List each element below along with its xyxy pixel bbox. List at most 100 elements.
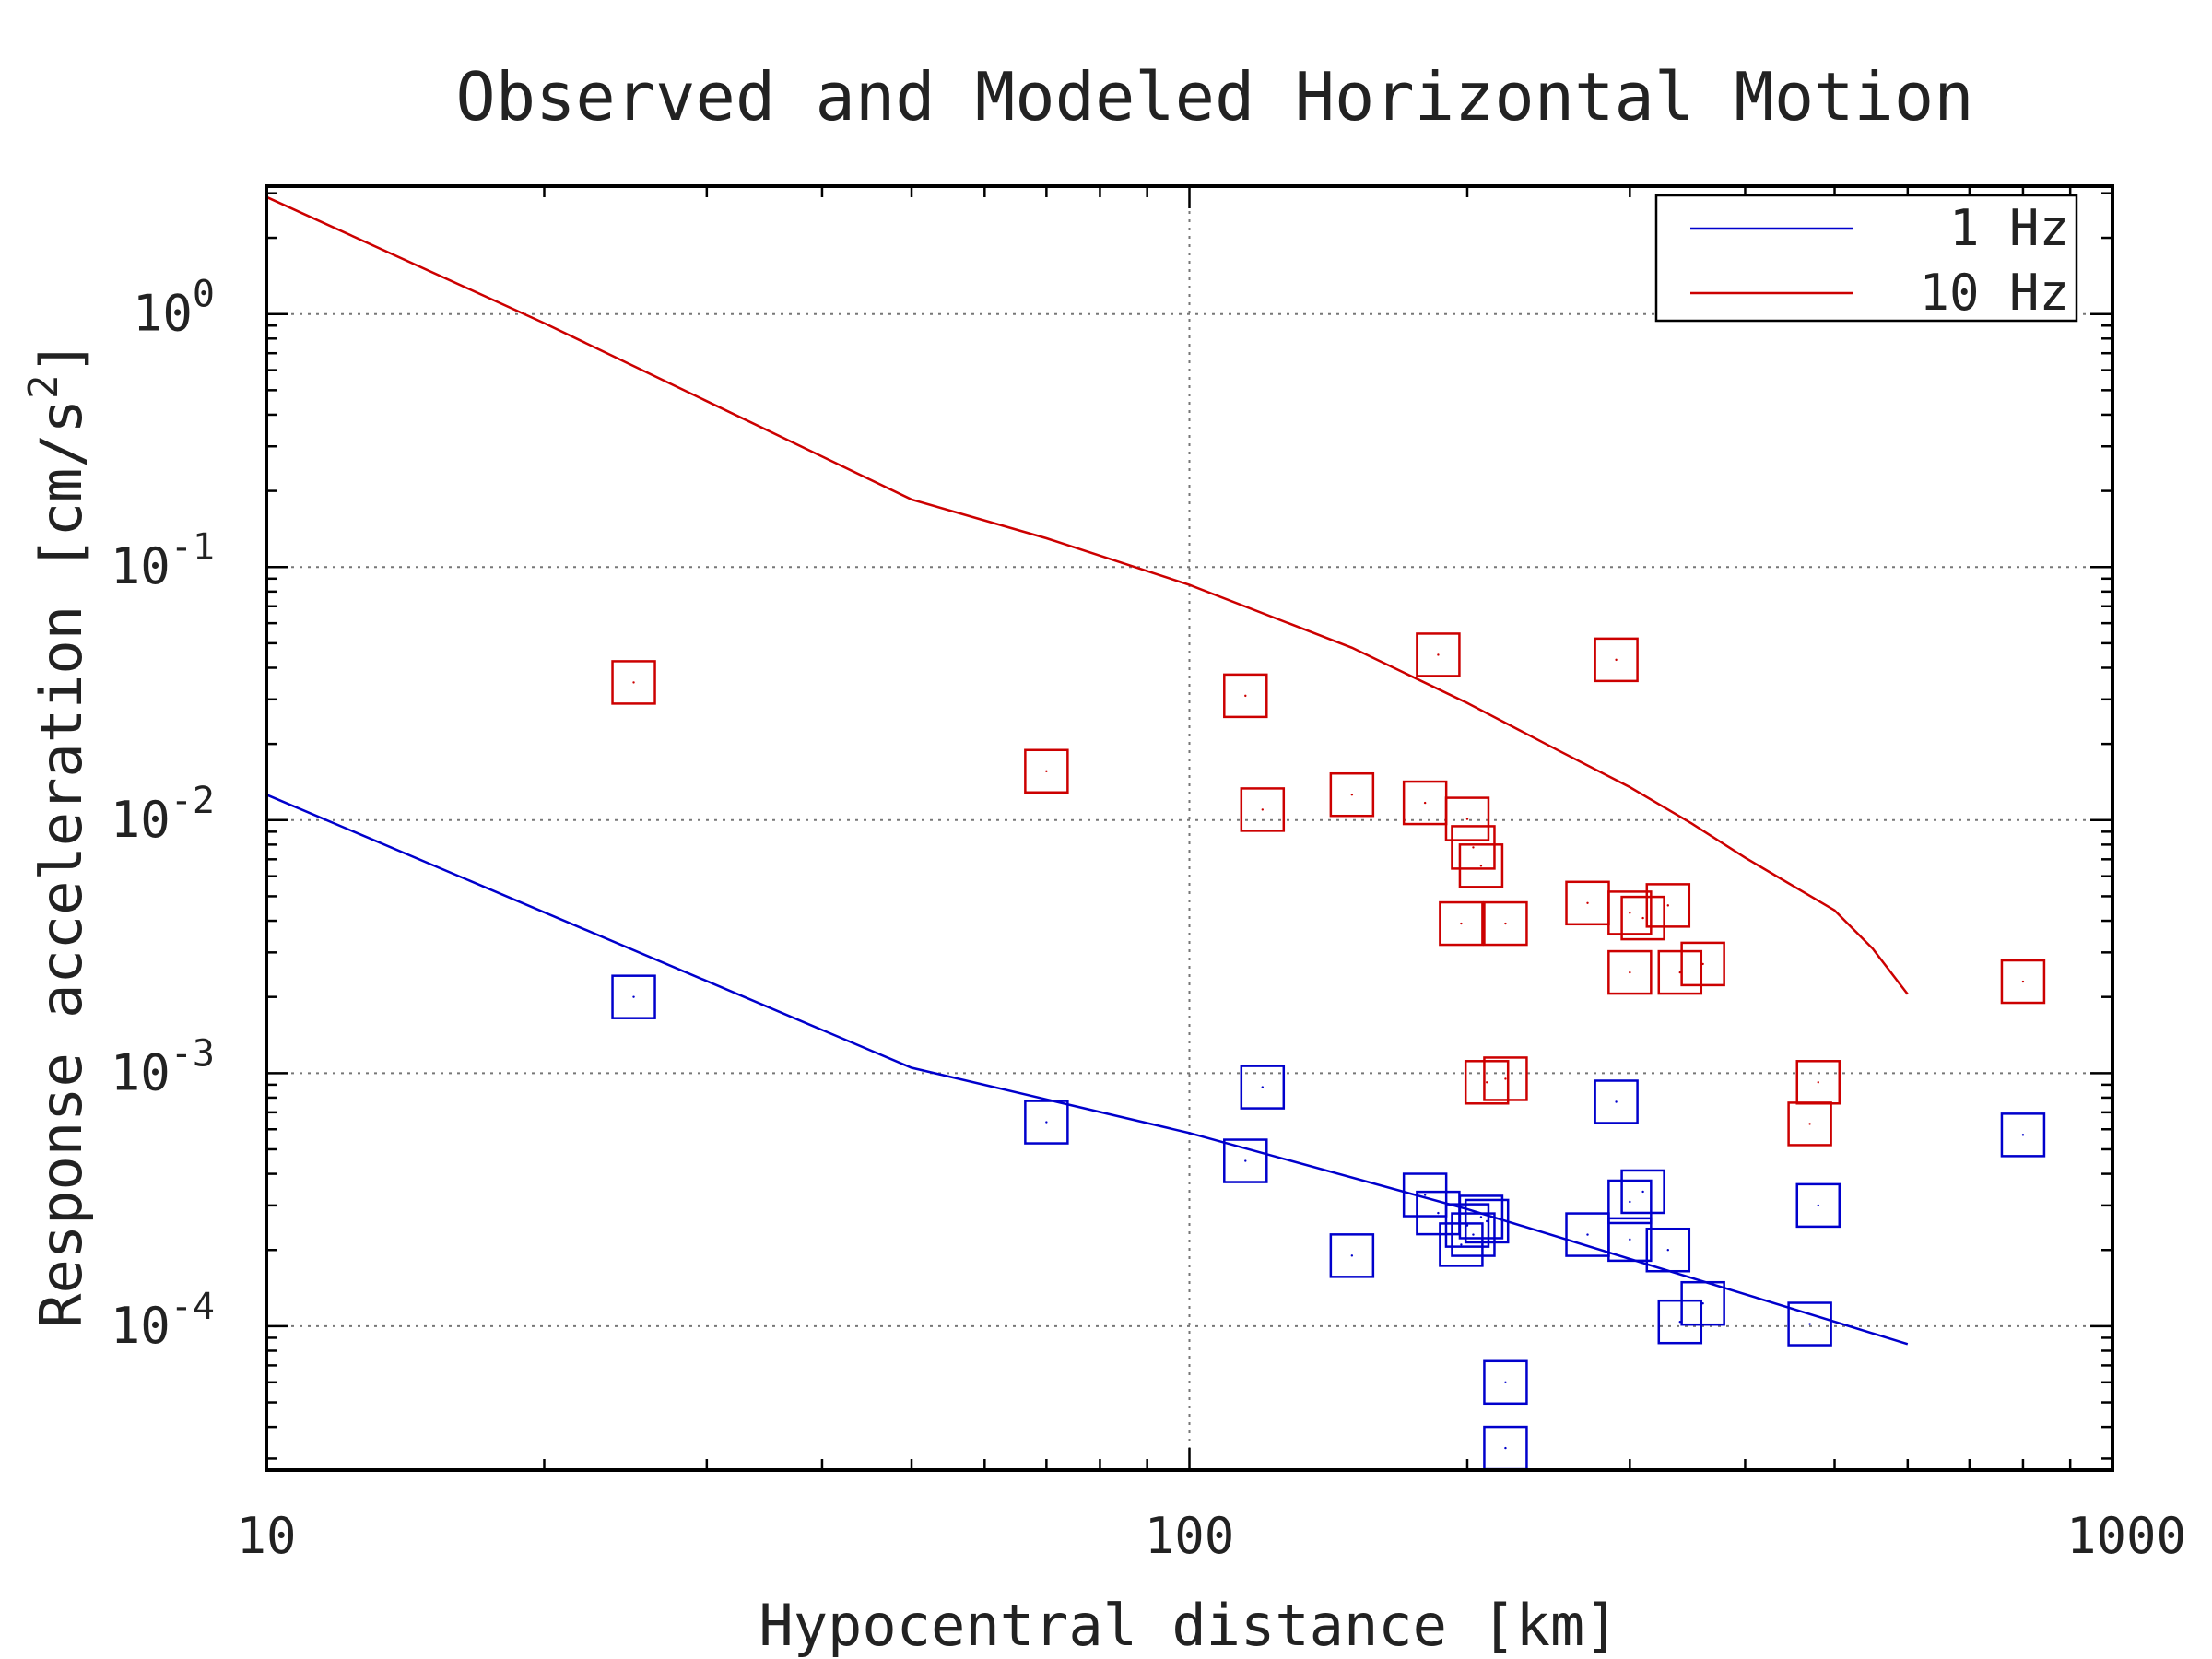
data-point-dot <box>1261 1086 1265 1088</box>
data-point <box>1645 883 1691 928</box>
data-point-square <box>1439 1222 1484 1267</box>
data-point-dot <box>1261 808 1265 811</box>
data-point-square <box>1607 1217 1653 1263</box>
data-point-dot <box>1629 1238 1631 1241</box>
data-point-square <box>1416 632 1461 677</box>
data-point <box>1787 1301 1832 1347</box>
data-point-dot <box>1045 770 1048 772</box>
data-point-square <box>1223 1138 1268 1183</box>
data-point-dot <box>1808 1323 1811 1325</box>
y-tick-label: 10-4 <box>111 1286 215 1355</box>
y-tick-exponent: -3 <box>171 1032 215 1075</box>
data-point-square <box>1483 900 1528 947</box>
data-point <box>2000 1112 2046 1158</box>
data-point-square <box>1464 1060 1510 1105</box>
data-point <box>1024 748 1069 794</box>
data-point <box>1416 632 1461 677</box>
data-point-square <box>1439 900 1484 947</box>
data-point <box>611 660 656 705</box>
data-point-square <box>1680 1280 1725 1326</box>
data-point-square <box>1451 825 1496 870</box>
data-point-dot <box>1629 1200 1631 1204</box>
data-point-square <box>1795 1060 1841 1105</box>
data-point <box>1483 900 1528 947</box>
data-point-square <box>1607 1179 1653 1225</box>
y-tick-base: 10 <box>111 1297 171 1355</box>
data-point <box>1451 825 1496 870</box>
data-point-dot <box>1504 1077 1507 1080</box>
data-point-square <box>1024 1100 1069 1145</box>
data-point-square <box>1223 673 1268 719</box>
data-point <box>1680 1280 1725 1326</box>
data-point-dot <box>1615 1100 1618 1103</box>
data-point-dot <box>1244 694 1247 698</box>
data-markers <box>611 632 2046 1471</box>
legend-label: 1 Hz <box>1949 199 2069 257</box>
data-point <box>1607 890 1653 935</box>
data-point <box>1444 796 1490 841</box>
data-point-dot <box>1629 971 1631 974</box>
data-point <box>1458 843 1504 888</box>
y-tick-label: 10-3 <box>111 1032 215 1101</box>
data-point <box>1795 1182 1841 1229</box>
legend: 1 Hz 10 Hz <box>1654 194 2078 323</box>
data-point-dot <box>1504 922 1507 925</box>
data-point-dot <box>1701 962 1704 966</box>
data-point <box>1439 1222 1484 1267</box>
data-point <box>1329 1233 1375 1278</box>
data-point-dot <box>1486 1219 1488 1223</box>
data-point-square <box>1645 1227 1691 1273</box>
x-tick-label: 1000 <box>2066 1507 2186 1565</box>
legend-box <box>1654 194 2078 323</box>
data-point <box>1657 949 1703 995</box>
data-point-square <box>611 974 656 1019</box>
data-point-dot <box>1479 1216 1483 1218</box>
data-point-square <box>1024 748 1069 794</box>
series-line <box>265 195 1909 995</box>
y-tick-base: 10 <box>111 1043 171 1101</box>
data-point-square <box>1458 843 1504 888</box>
y-tick-exponent: 0 <box>193 274 215 316</box>
chart-title: Observed and Modeled Horizontal Motion <box>455 58 1973 135</box>
data-point-square <box>1680 941 1725 987</box>
data-point <box>1439 900 1484 947</box>
data-point <box>1223 673 1268 719</box>
data-point <box>1620 895 1665 941</box>
data-point <box>1024 1100 1069 1145</box>
data-point-dot <box>1472 1233 1475 1236</box>
data-point-dot <box>1460 922 1463 925</box>
y-axis-label-tail: ] <box>28 340 95 374</box>
legend-label: 10 Hz <box>1919 264 2069 322</box>
data-point-square <box>2000 959 2046 1005</box>
data-point <box>1657 1299 1703 1345</box>
data-point-square <box>1444 1203 1490 1248</box>
data-point-dot <box>1504 1381 1507 1383</box>
y-axis-label-superscript: 2 <box>20 374 67 399</box>
data-point-dot <box>2021 1134 2025 1136</box>
data-point-dot <box>1423 1194 1427 1196</box>
data-point-square <box>1620 895 1665 941</box>
data-point-dot <box>1808 1123 1811 1125</box>
data-point-dot <box>632 995 635 998</box>
data-point-square <box>1240 1065 1286 1110</box>
y-tick-base: 10 <box>111 537 171 595</box>
data-point-dot <box>632 681 635 684</box>
data-point-dot <box>1615 658 1618 662</box>
data-point <box>1607 1217 1653 1263</box>
data-point-dot <box>1460 1243 1463 1246</box>
data-point-dot <box>1350 794 1354 796</box>
grid-lines <box>266 186 2112 1470</box>
data-point <box>1464 1060 1510 1105</box>
data-point <box>1607 1179 1653 1225</box>
data-point-square <box>611 660 656 705</box>
data-point <box>1402 1172 1448 1218</box>
data-point <box>1620 1169 1665 1215</box>
data-point <box>1483 1056 1528 1101</box>
plot-series <box>265 195 1909 1346</box>
data-point-square <box>1329 771 1375 818</box>
data-point-square <box>1607 949 1653 995</box>
data-point <box>1607 949 1653 995</box>
data-point-dot <box>1666 1249 1669 1252</box>
data-point-dot <box>1586 1233 1589 1236</box>
